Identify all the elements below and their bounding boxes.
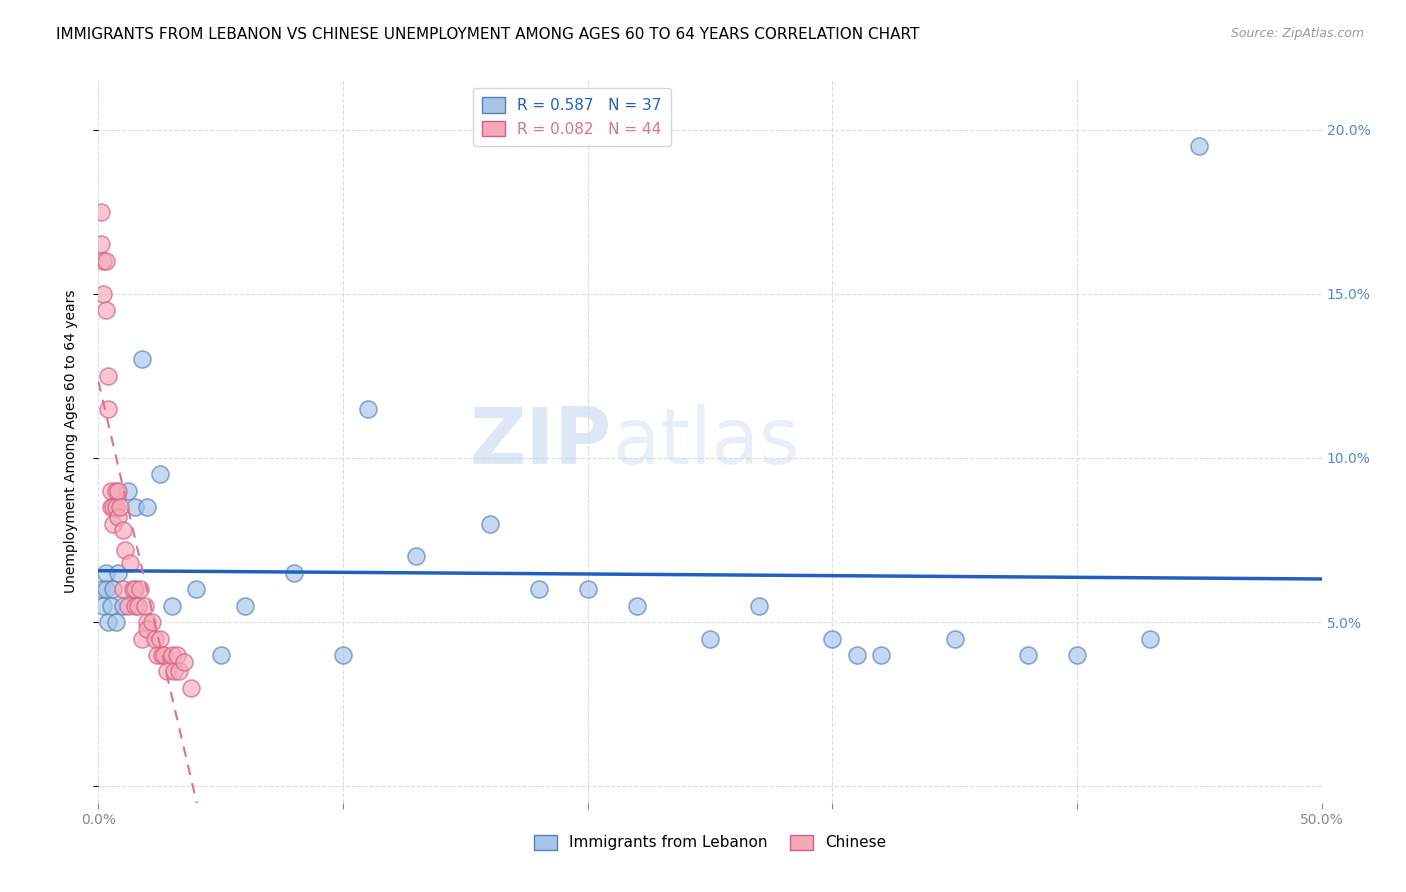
Point (111, 582, 134, 597)
Point (104, 483, 127, 498)
Point (91, 286, 114, 301)
Point (101, 500, 124, 515)
Point (356, 401, 378, 416)
Point (90, 204, 112, 219)
Point (124, 582, 146, 597)
Point (100, 483, 122, 498)
Point (149, 467, 172, 482)
Point (576, 582, 599, 597)
Point (127, 599, 149, 613)
Point (136, 622, 159, 636)
Point (405, 549, 427, 564)
Point (131, 632, 153, 646)
Point (90, 237, 112, 252)
Point (117, 483, 139, 498)
Point (332, 648, 354, 662)
Point (94, 582, 117, 597)
Point (180, 681, 202, 695)
Point (94, 303, 117, 318)
Point (107, 566, 129, 580)
Point (167, 665, 190, 679)
Point (233, 599, 256, 613)
Point (283, 566, 305, 580)
Point (699, 632, 721, 646)
Point (107, 483, 129, 498)
Point (527, 582, 550, 597)
Point (160, 599, 183, 613)
Point (94, 253, 117, 268)
Point (209, 648, 232, 662)
Point (90, 582, 112, 597)
Text: Source: ZipAtlas.com: Source: ZipAtlas.com (1230, 27, 1364, 40)
Point (91, 599, 114, 613)
Point (110, 500, 132, 515)
Point (1188, 139, 1211, 153)
Point (107, 510, 129, 524)
Point (150, 648, 173, 662)
Y-axis label: Unemployment Among Ages 60 to 64 years: Unemployment Among Ages 60 to 64 years (63, 290, 77, 593)
Point (124, 599, 146, 613)
Point (821, 632, 844, 646)
Point (166, 648, 188, 662)
Point (943, 632, 966, 646)
Text: atlas: atlas (612, 403, 800, 480)
Point (100, 599, 122, 613)
Point (748, 599, 770, 613)
Text: ZIP: ZIP (470, 403, 612, 480)
Point (1066, 648, 1088, 662)
Text: IMMIGRANTS FROM LEBANON VS CHINESE UNEMPLOYMENT AMONG AGES 60 TO 64 YEARS CORREL: IMMIGRANTS FROM LEBANON VS CHINESE UNEMP… (56, 27, 920, 42)
Point (121, 582, 143, 597)
Point (104, 615, 127, 630)
Point (101, 582, 124, 597)
Point (1139, 632, 1161, 646)
Point (146, 648, 169, 662)
Point (94, 566, 117, 580)
Point (478, 516, 501, 531)
Point (870, 648, 893, 662)
Point (186, 582, 208, 597)
Point (134, 599, 156, 613)
Point (129, 582, 152, 597)
Point (120, 556, 142, 570)
Point (1017, 648, 1039, 662)
Point (160, 648, 183, 662)
Point (100, 500, 122, 515)
Point (173, 655, 195, 669)
Point (141, 615, 163, 630)
Point (626, 599, 648, 613)
Point (97, 368, 120, 383)
Point (101, 516, 124, 531)
Point (104, 500, 127, 515)
Point (97, 401, 120, 416)
Point (117, 599, 139, 613)
Point (114, 542, 136, 557)
Point (97, 615, 120, 630)
Legend: Immigrants from Lebanon, Chinese: Immigrants from Lebanon, Chinese (527, 829, 893, 856)
Point (149, 632, 172, 646)
Point (91, 253, 114, 268)
Point (845, 648, 868, 662)
Point (111, 599, 134, 613)
Point (143, 632, 166, 646)
Point (111, 523, 134, 537)
Point (136, 615, 159, 630)
Point (163, 665, 186, 679)
Point (156, 665, 179, 679)
Point (131, 352, 153, 367)
Point (153, 648, 176, 662)
Point (124, 500, 146, 515)
Point (136, 500, 159, 515)
